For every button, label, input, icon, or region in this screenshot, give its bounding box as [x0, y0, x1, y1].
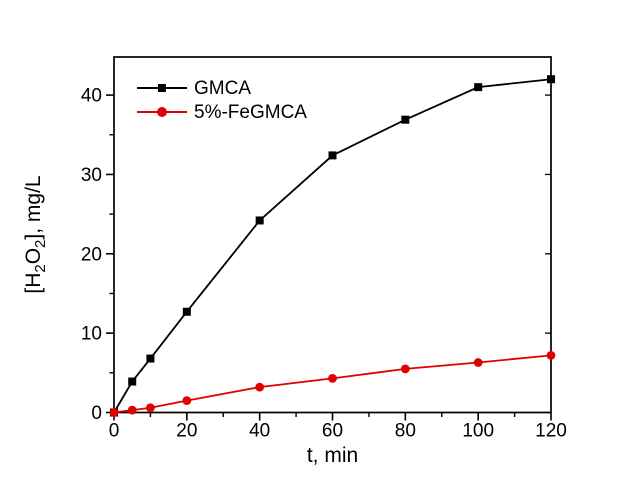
chart-legend: GMCA 5%-FeGMCA — [137, 76, 307, 124]
legend-item-fegmca: 5%-FeGMCA — [137, 100, 307, 124]
data-point-square — [146, 354, 155, 363]
data-point-circle — [146, 403, 155, 413]
data-point-circle — [109, 408, 119, 417]
data-point-square — [474, 83, 483, 92]
data-point-square — [255, 216, 264, 225]
legend-label-gmca: GMCA — [194, 77, 251, 99]
x-tick-label: 80 — [395, 421, 416, 442]
data-point-circle — [328, 373, 337, 383]
data-point-circle — [127, 405, 137, 415]
y-axis-title: [H2O2], mg/L — [22, 175, 49, 293]
y-tick-label: 20 — [81, 244, 102, 265]
data-point-square — [182, 307, 191, 316]
x-tick-label: 20 — [176, 421, 197, 442]
legend-marker-fegmca-icon — [137, 104, 187, 120]
square-marker-icon — [158, 84, 166, 92]
data-point-square — [128, 377, 137, 386]
y-tick-label: 30 — [81, 165, 102, 186]
data-point-square — [401, 115, 410, 124]
x-tick-label: 40 — [249, 421, 270, 442]
legend-label-fegmca: 5%-FeGMCA — [194, 101, 307, 123]
x-tick-label: 100 — [462, 421, 494, 442]
y-tick-label: 40 — [81, 86, 102, 107]
data-point-circle — [400, 364, 410, 374]
y-tick-label: 0 — [91, 403, 102, 424]
x-tick-label: 0 — [109, 421, 120, 442]
x-axis-title: t, min — [306, 444, 359, 467]
x-tick-label: 120 — [535, 421, 567, 442]
data-point-circle — [473, 358, 483, 367]
x-tick-label: 60 — [322, 421, 343, 442]
legend-item-gmca: GMCA — [137, 76, 307, 100]
legend-marker-gmca-icon — [137, 80, 187, 96]
data-point-circle — [182, 396, 192, 405]
data-point-circle — [255, 382, 265, 392]
plot-frame — [113, 56, 552, 414]
series-line-1 — [113, 354, 552, 414]
y-tick-label: 10 — [81, 324, 102, 345]
data-point-circle — [546, 350, 556, 360]
data-point-square — [547, 75, 555, 84]
data-point-square — [328, 151, 337, 160]
circle-marker-icon — [157, 107, 167, 117]
